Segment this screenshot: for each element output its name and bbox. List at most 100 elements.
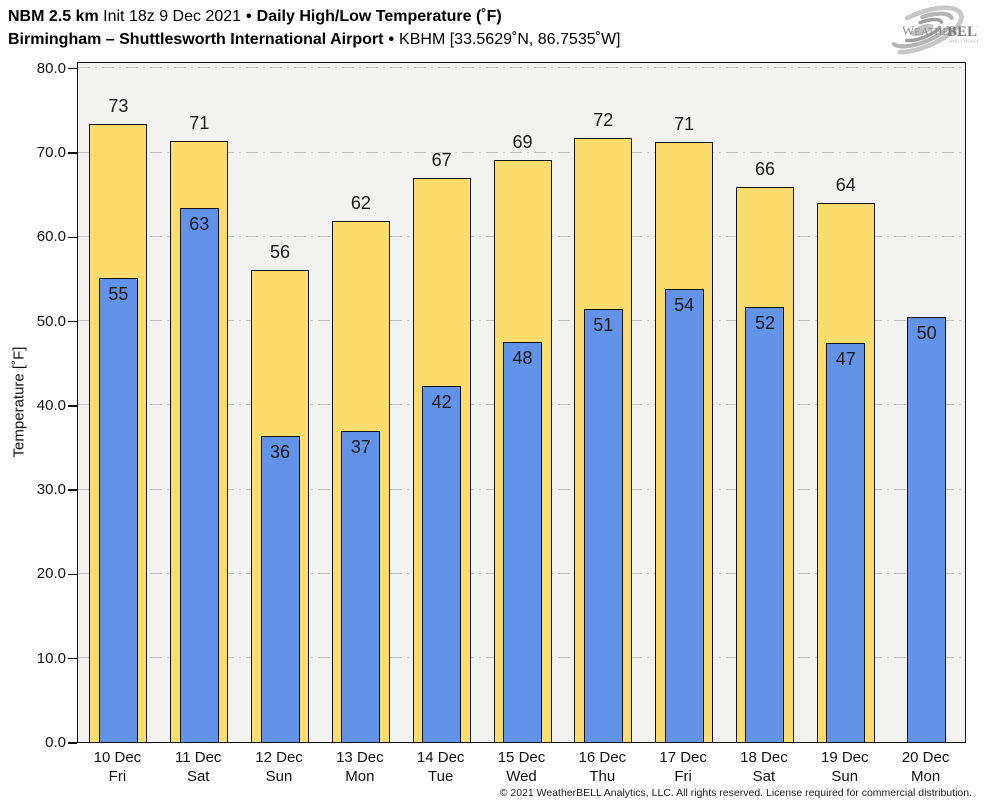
x-tick-label-day: Tue — [428, 768, 454, 785]
high-value-label: 69 — [512, 131, 533, 152]
low-value-label: 37 — [350, 436, 371, 457]
x-tick-label-day: Sun — [265, 768, 293, 785]
y-tick-label: 40.0 — [36, 396, 66, 414]
logo-text-bell: BELL — [947, 24, 978, 40]
low-value-label: 36 — [270, 442, 291, 463]
high-value-label: 62 — [350, 193, 371, 214]
y-tick-label: 20.0 — [36, 565, 66, 583]
title-separator: • — [246, 8, 252, 25]
x-tick-label-day: Sun — [831, 768, 859, 785]
x-tick-label: 20 Dec Mon — [885, 748, 966, 786]
low-bar — [745, 307, 785, 742]
hurricane-swirl-icon: WEATHER BELL ANALYTICS LLC — [880, 5, 984, 55]
low-value-label: 48 — [512, 347, 533, 368]
low-bar — [98, 277, 138, 742]
x-tick-label-day: Fri — [108, 768, 127, 785]
x-tick-label-date: 17 Dec — [659, 749, 707, 766]
x-tick-label: 19 Dec Sun — [804, 748, 885, 786]
high-value-label: 66 — [754, 159, 775, 180]
x-tick-label-date: 16 Dec — [578, 749, 627, 766]
y-tick-mark — [68, 573, 77, 576]
high-value-label: 71 — [674, 113, 695, 134]
low-bar — [179, 207, 219, 742]
copyright-text: © 2021 WeatherBELL Analytics, LLC. All r… — [499, 787, 972, 799]
gridline-80 — [78, 67, 965, 69]
y-tick-mark — [68, 489, 77, 491]
x-tick-label-date: 20 Dec — [901, 749, 950, 766]
title-separator2: • — [388, 31, 395, 48]
y-tick-label: 60.0 — [36, 228, 66, 246]
logo-text-weather: WEATHER — [902, 23, 957, 38]
y-tick-mark — [68, 742, 77, 744]
x-tick-label: 18 Dec Sat — [724, 748, 805, 786]
x-tick-label-date: 14 Dec — [416, 749, 465, 766]
chart-header: NBM 2.5 km Init 18z 9 Dec 2021 • Daily Hig… — [8, 5, 620, 51]
x-tick-label-day: Mon — [345, 768, 375, 785]
x-tick-label-date: 11 Dec — [175, 749, 222, 766]
x-tick-label-day: Thu — [589, 768, 616, 785]
title-init: Init 18z 9 Dec 2021 — [103, 8, 242, 25]
low-bar — [503, 341, 542, 742]
low-value-label: 47 — [835, 348, 856, 369]
y-tick-mark — [68, 67, 77, 70]
x-tick-label-date: 13 Dec — [336, 749, 384, 766]
low-value-label: 63 — [189, 213, 210, 234]
x-tick-label-day: Mon — [910, 768, 941, 785]
high-value-label: 64 — [835, 175, 856, 196]
y-tick-label: 70.0 — [36, 144, 66, 162]
x-tick-label-date: 18 Dec — [740, 749, 788, 766]
low-bar — [341, 431, 381, 742]
low-bar — [260, 436, 300, 742]
x-tick-label: 10 Dec Fri — [77, 748, 158, 786]
low-value-label: 52 — [754, 313, 775, 334]
logo-text-sub: ANALYTICS LLC — [948, 39, 978, 44]
low-value-label: 51 — [593, 314, 614, 335]
x-tick-label: 15 Dec Wed — [481, 748, 562, 786]
x-tick-label-day: Fri — [674, 768, 692, 785]
low-bar — [422, 386, 462, 742]
title-station: KBHM [33.5629˚N, 86.7535˚W] — [399, 31, 621, 48]
low-bar — [583, 308, 623, 742]
chart-title-line2: Birmingham – Shuttlesworth International… — [8, 28, 620, 51]
title-variable: Daily High/Low Temperature (˚F) — [256, 8, 502, 25]
title-location: Birmingham – Shuttlesworth International… — [8, 31, 384, 48]
x-tick-label-day: Sat — [752, 768, 776, 785]
x-tick-label-day: Wed — [506, 768, 537, 785]
x-tick-label-day: Sat — [186, 768, 210, 785]
low-bar — [664, 289, 704, 742]
x-tick-label: 17 Dec Fri — [643, 748, 724, 786]
x-tick-label: 14 Dec Tue — [400, 748, 481, 786]
low-value-label: 42 — [431, 392, 452, 413]
low-value-label: 55 — [108, 283, 129, 304]
x-tick-label-date: 19 Dec — [821, 749, 869, 766]
x-tick-label-date: 12 Dec — [255, 749, 303, 766]
high-value-label: 67 — [431, 150, 452, 171]
low-value-label: 54 — [674, 295, 695, 316]
title-model: NBM 2.5 km — [8, 8, 99, 25]
y-tick-mark — [68, 320, 77, 323]
y-tick-mark — [68, 152, 77, 154]
low-bar — [907, 317, 947, 742]
x-tick-label-date: 10 Dec — [93, 749, 142, 766]
y-tick-mark — [68, 236, 77, 239]
weatherbell-logo: WEATHER BELL ANALYTICS LLC — [870, 4, 984, 56]
y-tick-label: 10.0 — [36, 649, 66, 667]
x-tick-label: 12 Dec Sun — [239, 748, 320, 786]
y-tick-label: 30.0 — [36, 481, 66, 499]
high-value-label: 56 — [270, 242, 291, 263]
gridline-70 — [78, 151, 965, 153]
plot-area: 73 55 71 63 56 36 62 37 67 42 69 48 72 51 71 54 66 52 64 47… — [77, 62, 966, 743]
x-tick-label-date: 15 Dec — [497, 749, 546, 766]
high-value-label: 71 — [189, 113, 210, 134]
y-tick-label: 80.0 — [36, 59, 66, 77]
y-tick-mark — [68, 405, 77, 407]
x-tick-label: 13 Dec Mon — [319, 748, 400, 786]
x-tick-label: 16 Dec Thu — [562, 748, 643, 786]
x-tick-label: 11 Dec Sat — [158, 748, 239, 786]
low-value-label: 50 — [916, 323, 937, 344]
low-bar — [826, 342, 866, 742]
chart-title-line1: NBM 2.5 km Init 18z 9 Dec 2021 • Daily Hig… — [8, 5, 620, 28]
high-value-label: 72 — [593, 109, 614, 130]
y-tick-label: 50.0 — [36, 312, 66, 330]
